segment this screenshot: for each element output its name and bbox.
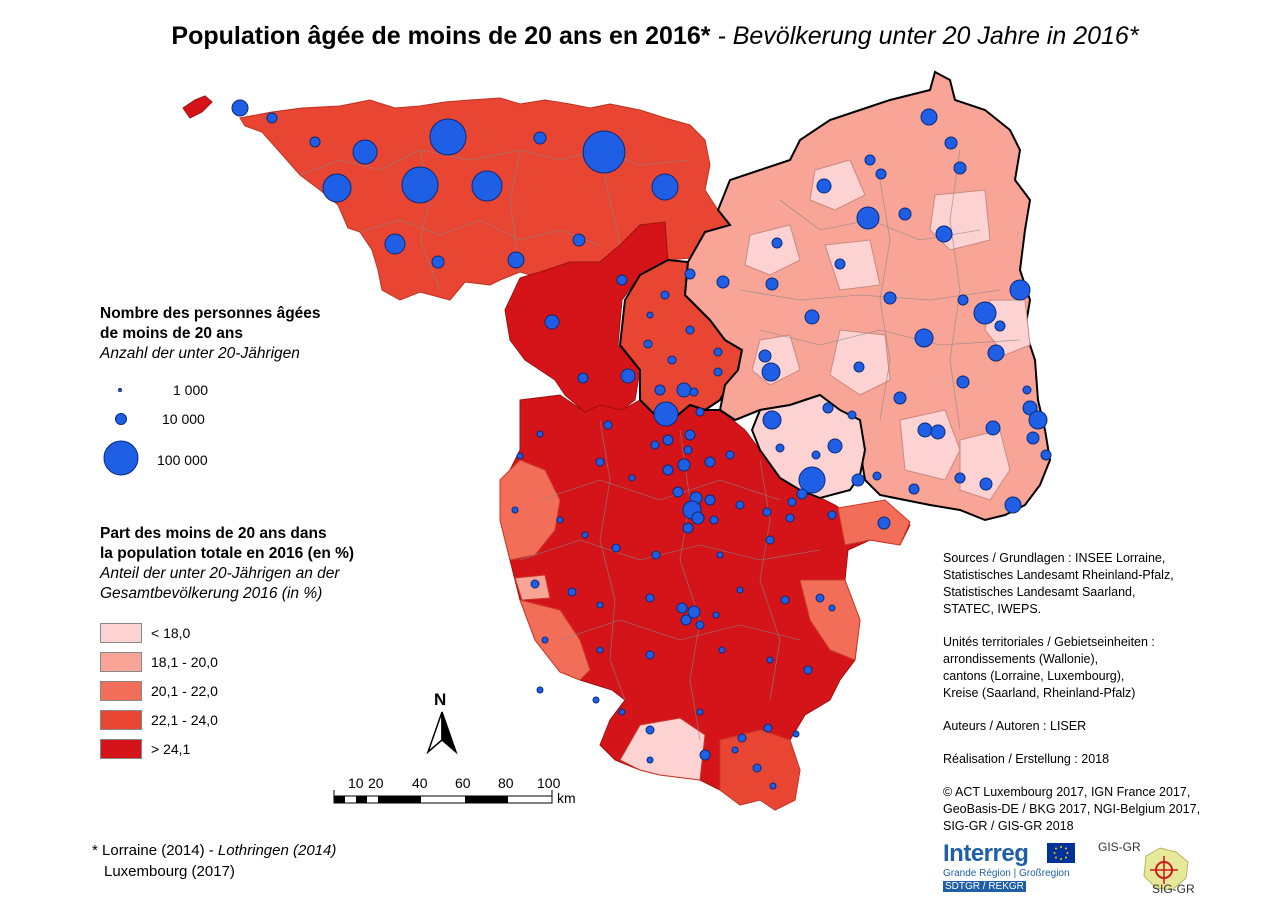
rlp-sub-1	[744, 224, 801, 276]
map-title: Population âgée de moins de 20 ans en 20…	[0, 22, 1280, 51]
class-label-3: 20,1 - 22,0	[151, 683, 218, 699]
size-legend-item-medium: 10 000	[162, 411, 205, 427]
sources-line: STATEC, IWEPS.	[943, 602, 1042, 616]
eu-flag-icon	[1047, 843, 1075, 863]
rlp-sub-3	[824, 239, 881, 291]
copyright-line: SIG-GR / GIS-GR 2018	[943, 819, 1074, 833]
class-label-2: 18,1 - 20,0	[151, 654, 218, 670]
gis-gr-emblem	[1143, 847, 1189, 891]
interreg-logo: Interreg Grande Région | Großregion SDTG…	[943, 840, 1083, 900]
lorraine-sub-southwest	[519, 599, 591, 681]
sources-line: Statistisches Landesamt Saarland,	[943, 585, 1136, 599]
lorraine-sub-west	[499, 459, 561, 561]
realisation-line: Réalisation / Erstellung : 2018	[943, 752, 1110, 766]
scale-label-10: 10	[348, 775, 364, 791]
interreg-wordmark: Interreg	[943, 840, 1029, 867]
units-line: cantons (Lorraine, Luxembourg),	[943, 669, 1125, 683]
rlp-sub-7	[899, 409, 961, 481]
units-paragraph: Unités territoriales / Gebietseinheiten …	[943, 634, 1273, 702]
scale-label-80: 80	[498, 775, 514, 791]
class-legend-title-de-2: Gesamtbevölkerung 2016 (in %)	[100, 585, 323, 602]
class-legend-title-de-1: Anteil der unter 20-Jährigen an der	[100, 565, 340, 582]
size-legend-title-de: Anzahl der unter 20-Jährigen	[100, 345, 300, 362]
units-line: Unités territoriales / Gebietseinheiten …	[943, 635, 1155, 649]
population-circles	[231, 99, 1052, 790]
footnote-fr: * Lorraine (2014)	[92, 842, 205, 859]
class-swatch-1	[100, 623, 142, 643]
gis-gr-label: GIS-GR	[1098, 840, 1141, 854]
copyright-paragraph: © ACT Luxembourg 2017, IGN France 2017, …	[943, 784, 1273, 835]
title-fr: Population âgée de moins de 20 ans en 20…	[171, 22, 711, 50]
footnote-de: Lothringen (2014)	[217, 842, 337, 859]
class-legend-title-fr-1: Part des moins de 20 ans dans	[100, 525, 327, 542]
scale-label-20: 20	[368, 775, 384, 791]
north-arrow	[426, 711, 458, 755]
units-line: Kreise (Saarland, Rheinland-Pfalz)	[943, 686, 1136, 700]
class-legend-row: > 24,1	[100, 738, 190, 760]
authors-line: Auteurs / Autoren : LISER	[943, 719, 1087, 733]
interreg-program: SDTGR / REKGR	[943, 881, 1026, 892]
gis-gr-logo: GIS-GR SIG-GR	[1098, 838, 1238, 902]
class-label-4: 22,1 - 24,0	[151, 712, 218, 728]
class-legend-row: < 18,0	[100, 622, 190, 644]
class-legend-row: 22,1 - 24,0	[100, 709, 218, 731]
size-legend-title-fr-2: de moins de 20 ans	[100, 325, 243, 342]
footnote-separator: -	[204, 842, 218, 859]
rlp-sub-2	[809, 159, 866, 211]
class-legend-row: 20,1 - 22,0	[100, 680, 218, 702]
copyright-line: GeoBasis-DE / BKG 2017, NGI-Belgium 2017…	[943, 802, 1201, 816]
lorraine-sub-east	[799, 579, 861, 661]
units-line: arrondissements (Wallonie),	[943, 652, 1099, 666]
class-swatch-2	[100, 652, 142, 672]
class-swatch-3	[100, 681, 142, 701]
copyright-line: © ACT Luxembourg 2017, IGN France 2017,	[943, 785, 1191, 799]
sources-line: Sources / Grundlagen : INSEE Lorraine,	[943, 551, 1166, 565]
sources-block: Sources / Grundlagen : INSEE Lorraine, S…	[943, 550, 1273, 851]
sources-paragraph: Sources / Grundlagen : INSEE Lorraine, S…	[943, 550, 1273, 618]
class-label-5: > 24,1	[151, 741, 191, 757]
scale-unit: km	[557, 790, 576, 806]
scale-bar	[333, 790, 553, 804]
class-legend-title-fr-2: la population totale en 2016 (en %)	[100, 545, 355, 562]
sig-gr-label: SIG-GR	[1152, 882, 1195, 896]
title-de: Bevölkerung unter 20 Jahre in 2016*	[732, 22, 1139, 50]
footnote: * Lorraine (2014) - Lothringen (2014) Lu…	[92, 840, 336, 882]
size-legend-title-fr-1: Nombre des personnes âgées	[100, 305, 321, 322]
saarland-east	[837, 499, 911, 546]
size-legend-item-small: 1 000	[173, 382, 209, 398]
scale-label-60: 60	[455, 775, 471, 791]
class-legend-row: 18,1 - 20,0	[100, 651, 218, 673]
title-separator: -	[710, 22, 733, 50]
scale-label-40: 40	[412, 775, 428, 791]
class-swatch-5	[100, 739, 142, 759]
region-rheinland-pfalz	[683, 70, 1052, 522]
sources-line: Statistisches Landesamt Rheinland-Pfalz,	[943, 568, 1174, 582]
footnote-luxembourg: Luxembourg (2017)	[104, 863, 235, 880]
interreg-subtitle: Grande Région | Großregion	[943, 868, 1070, 879]
size-legend-item-large: 100 000	[157, 452, 208, 468]
scale-label-100: 100	[537, 775, 561, 791]
north-label: N	[434, 690, 447, 709]
size-legend-circles	[103, 388, 139, 476]
class-swatch-4	[100, 710, 142, 730]
wallonie-exclave	[182, 95, 213, 119]
lorraine-sub-south	[619, 717, 706, 781]
class-label-1: < 18,0	[151, 625, 191, 641]
